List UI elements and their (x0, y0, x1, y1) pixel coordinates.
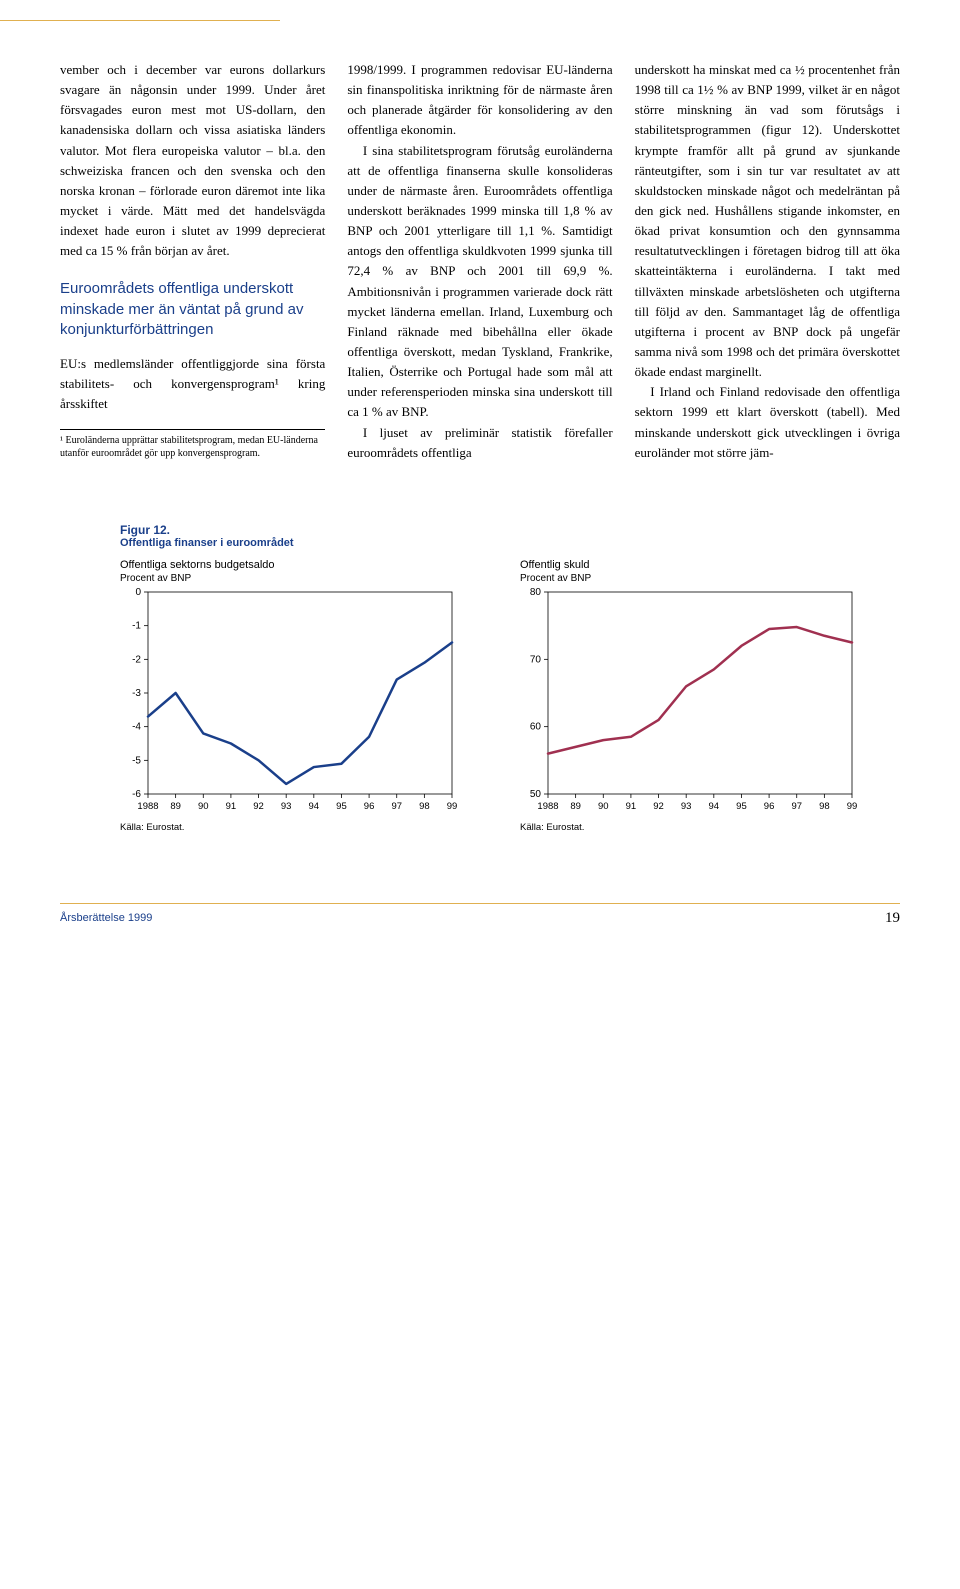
svg-text:-4: -4 (132, 721, 141, 732)
svg-text:98: 98 (819, 801, 830, 812)
svg-text:96: 96 (364, 801, 375, 812)
footnote: ¹ Euroländerna upprättar stabilitetsprog… (60, 429, 325, 461)
svg-text:60: 60 (530, 721, 542, 732)
chart2-source: Källa: Eurostat. (520, 822, 860, 833)
figure-12: Figur 12. Offentliga finanser i euroområ… (120, 523, 900, 833)
figure-title: Offentliga finanser i euroområdet (120, 537, 900, 549)
footer-left: Årsberättelse 1999 (60, 912, 152, 924)
text-columns: vember och i december var eurons dollark… (60, 60, 900, 463)
chart1-source: Källa: Eurostat. (120, 822, 460, 833)
svg-text:90: 90 (598, 801, 609, 812)
svg-text:99: 99 (847, 801, 858, 812)
chart-budget-balance: Offentliga sektorns budgetsaldo Procent … (120, 559, 460, 833)
svg-text:98: 98 (419, 801, 430, 812)
svg-text:89: 89 (170, 801, 181, 812)
svg-text:70: 70 (530, 654, 542, 665)
col1-p2: EU:s medlemsländer offentliggjorde sina … (60, 354, 325, 414)
col2-p1: 1998/1999. I programmen redovisar EU-län… (347, 60, 612, 141)
column-3: underskott ha minskat med ca ½ procenten… (635, 60, 900, 463)
svg-text:96: 96 (764, 801, 775, 812)
col1-p1: vember och i december var eurons dollark… (60, 60, 325, 261)
top-rule (0, 20, 280, 21)
svg-text:1988: 1988 (137, 801, 158, 812)
svg-text:1988: 1988 (537, 801, 558, 812)
svg-text:50: 50 (530, 789, 542, 800)
svg-text:95: 95 (336, 801, 347, 812)
column-1: vember och i december var eurons dollark… (60, 60, 325, 463)
svg-text:-3: -3 (132, 688, 141, 699)
col2-p3: I ljuset av preliminär statistik förefal… (347, 423, 612, 463)
svg-text:-2: -2 (132, 654, 141, 665)
charts-row: Offentliga sektorns budgetsaldo Procent … (120, 559, 900, 833)
svg-text:97: 97 (791, 801, 802, 812)
footer-page-number: 19 (885, 910, 900, 927)
svg-text:0: 0 (135, 587, 141, 598)
svg-text:80: 80 (530, 587, 542, 598)
svg-text:90: 90 (198, 801, 209, 812)
chart2-svg: 80 70 60 501988 89 90 91 92 93 94 95 96 97 98 99 (520, 586, 860, 816)
chart1-unit: Procent av BNP (120, 573, 460, 584)
svg-text:99: 99 (447, 801, 458, 812)
chart2-unit: Procent av BNP (520, 573, 860, 584)
column-2: 1998/1999. I programmen redovisar EU-län… (347, 60, 612, 463)
svg-text:94: 94 (309, 801, 320, 812)
svg-text:92: 92 (253, 801, 264, 812)
svg-text:97: 97 (391, 801, 402, 812)
section-heading: Euroområdets offentliga underskott minsk… (60, 279, 325, 340)
chart2-title: Offentlig skuld (520, 559, 860, 571)
svg-text:92: 92 (653, 801, 664, 812)
svg-text:93: 93 (281, 801, 292, 812)
svg-text:89: 89 (570, 801, 581, 812)
svg-text:-6: -6 (132, 789, 141, 800)
figure-label: Figur 12. (120, 523, 900, 537)
page-footer: Årsberättelse 1999 19 (60, 903, 900, 927)
col3-p2: I Irland och Finland redovisade den offe… (635, 382, 900, 463)
chart1-title: Offentliga sektorns budgetsaldo (120, 559, 460, 571)
svg-text:-1: -1 (132, 620, 141, 631)
chart-public-debt: Offentlig skuld Procent av BNP 80 70 60 501… (520, 559, 860, 833)
col2-p2: I sina stabilitetsprogram förutsåg eurol… (347, 141, 612, 423)
svg-text:-5: -5 (132, 755, 141, 766)
svg-text:94: 94 (709, 801, 720, 812)
col3-p1: underskott ha minskat med ca ½ procenten… (635, 60, 900, 382)
svg-text:91: 91 (226, 801, 237, 812)
svg-text:95: 95 (736, 801, 747, 812)
svg-text:93: 93 (681, 801, 692, 812)
svg-text:91: 91 (626, 801, 637, 812)
chart1-svg: 0 -1 -2 -3 -4 -5 -61988 89 90 91 92 93 94 95 96 97 98 99 (120, 586, 460, 816)
